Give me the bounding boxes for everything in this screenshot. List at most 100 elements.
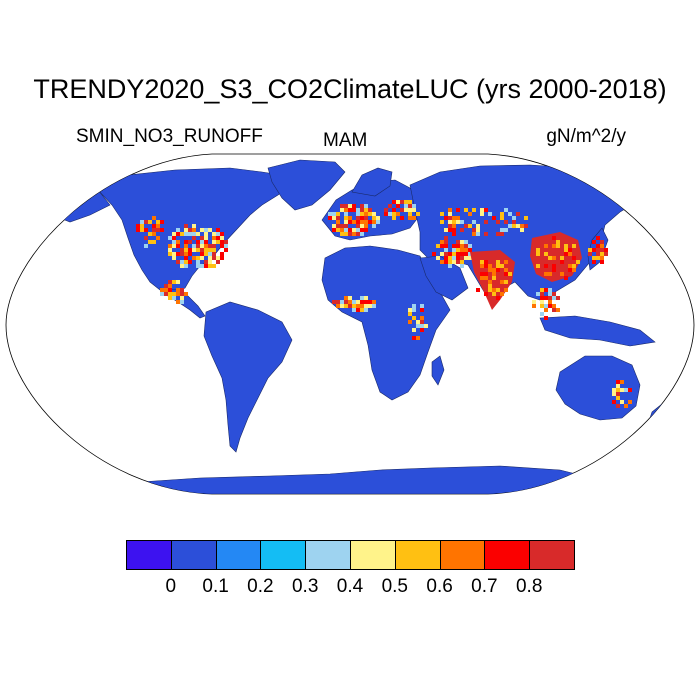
hotspot-cell — [548, 288, 552, 292]
hotspot-cell — [360, 300, 364, 304]
colorbar-tick-label: 0.4 — [336, 576, 364, 597]
hotspot-cell — [552, 244, 556, 248]
hotspot-cell — [348, 300, 352, 304]
hotspot-cell — [504, 220, 508, 224]
hotspot-cell — [496, 232, 500, 236]
hotspot-cell — [140, 220, 144, 224]
hotspot-cell — [464, 256, 468, 260]
hotspot-cell — [372, 220, 376, 224]
hotspot-cell — [616, 388, 620, 392]
south-america — [203, 301, 293, 453]
hotspot-cell — [484, 292, 488, 296]
hotspot-cell — [336, 216, 340, 220]
hotspot-cell — [564, 244, 568, 248]
hotspot-cell — [168, 296, 172, 300]
hotspot-cell — [504, 260, 508, 264]
hotspot-cell — [340, 208, 344, 212]
hotspot-cell — [484, 264, 488, 268]
hotspot-cell — [548, 296, 552, 300]
hotspot-cell — [364, 296, 368, 300]
hotspot-cell — [464, 224, 468, 228]
hotspot-cell — [536, 248, 540, 252]
hotspot-cell — [492, 264, 496, 268]
hotspot-cell — [600, 248, 604, 252]
hotspot-cell — [552, 256, 556, 260]
colorbar-swatch — [350, 540, 396, 570]
hotspot-cell — [336, 212, 340, 216]
hotspot-cell — [204, 244, 208, 248]
hotspot-cell — [628, 400, 632, 404]
hotspot-cell — [548, 256, 552, 260]
hotspot-cell — [456, 240, 460, 244]
hotspot-cell — [488, 284, 492, 288]
hotspot-cell — [368, 212, 372, 216]
hotspot-cell — [368, 300, 372, 304]
hotspot-cell — [464, 244, 468, 248]
hotspot-cell — [564, 248, 568, 252]
hotspot-cell — [204, 248, 208, 252]
hotspot-cell — [184, 224, 188, 228]
hotspot-cell — [364, 224, 368, 228]
hotspot-cell — [536, 264, 540, 268]
map-title: TRENDY2020_S3_CO2ClimateLUC (yrs 2000-20… — [33, 74, 667, 104]
hotspot-cell — [624, 404, 628, 408]
hotspot-cell — [144, 236, 148, 240]
hotspot-cell — [160, 292, 164, 296]
hotspot-cell — [452, 228, 456, 232]
hotspot-cell — [484, 220, 488, 224]
hotspot-cell — [420, 304, 424, 308]
hotspot-cell — [372, 212, 376, 216]
hotspot-cell — [156, 228, 160, 232]
hotspot-cell — [172, 232, 176, 236]
hotspot-cell — [360, 296, 364, 300]
hotspot-cell — [200, 240, 204, 244]
hotspot-cell — [156, 224, 160, 228]
hotspot-cell — [560, 252, 564, 256]
hotspot-cell — [188, 228, 192, 232]
hotspot-cell — [620, 388, 624, 392]
hotspot-cell — [352, 220, 356, 224]
hotspot-cell — [152, 216, 156, 220]
hotspot-cell — [204, 260, 208, 264]
hotspot-cell — [460, 240, 464, 244]
hotspot-cell — [492, 288, 496, 292]
hotspot-cell — [568, 252, 572, 256]
hotspot-cell — [184, 232, 188, 236]
hotspot-cell — [420, 328, 424, 332]
hotspot-cell — [464, 248, 468, 252]
hotspot-cell — [424, 324, 428, 328]
hotspot-cell — [356, 220, 360, 224]
hotspot-cell — [148, 240, 152, 244]
hotspot-cell — [348, 304, 352, 308]
hotspot-cell — [356, 216, 360, 220]
hotspot-cell — [168, 292, 172, 296]
hotspot-cell — [456, 260, 460, 264]
colorbar-swatch — [260, 540, 307, 570]
hotspot-cell — [368, 304, 372, 308]
hotspot-cell — [200, 228, 204, 232]
hotspot-cell — [540, 304, 544, 308]
hotspot-cell — [348, 204, 352, 208]
hotspot-cell — [168, 236, 172, 240]
hotspot-cell — [456, 244, 460, 248]
hotspot-cell — [616, 396, 620, 400]
colorbar-swatch — [305, 540, 351, 570]
hotspot-cell — [568, 240, 572, 244]
hotspot-cell — [596, 236, 600, 240]
hotspot-cell — [468, 256, 472, 260]
hotspot-cell — [196, 244, 200, 248]
hotspot-cell — [172, 240, 176, 244]
hotspot-cell — [612, 388, 616, 392]
hotspot-cell — [588, 252, 592, 256]
hotspot-cell — [352, 304, 356, 308]
hotspot-cell — [468, 248, 472, 252]
hotspot-cell — [556, 308, 560, 312]
hotspot-cell — [212, 232, 216, 236]
hotspot-cell — [192, 244, 196, 248]
hotspot-cell — [532, 300, 536, 304]
hotspot-cell — [364, 212, 368, 216]
hotspot-cell — [536, 252, 540, 256]
hotspot-cell — [548, 300, 552, 304]
colorbar-tick-label: 0.3 — [291, 576, 319, 597]
hotspot-cell — [136, 228, 140, 232]
